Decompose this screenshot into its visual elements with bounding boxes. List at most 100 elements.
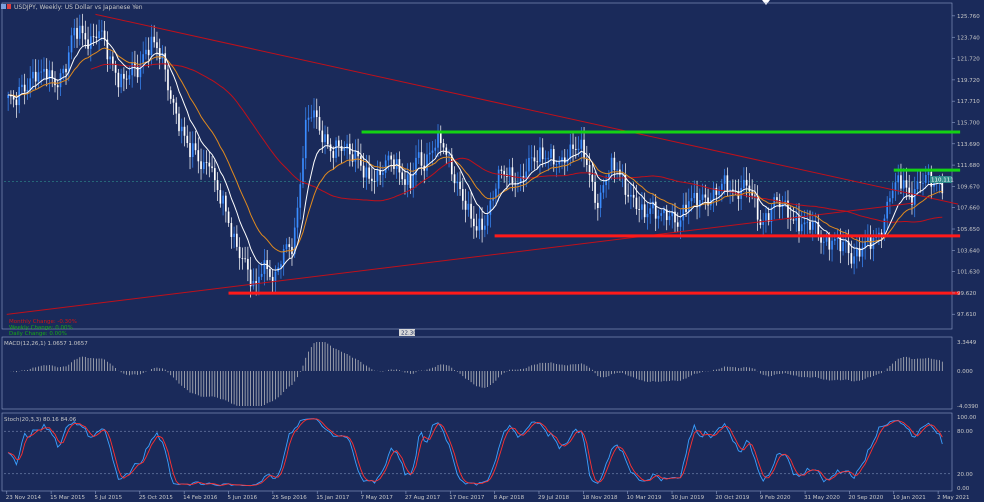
- candle-body: [98, 31, 100, 38]
- candle-body: [194, 143, 197, 151]
- candle-body: [610, 157, 613, 174]
- candle-body: [665, 209, 668, 221]
- candle-body: [475, 226, 478, 231]
- candle-body: [426, 154, 428, 171]
- time-tick-label: 20 Oct 2019: [715, 495, 750, 501]
- candle-body: [274, 271, 277, 282]
- candle-body: [156, 42, 158, 49]
- candle-body: [547, 157, 550, 159]
- stoch-d-line: [7, 418, 943, 487]
- candle-body: [260, 273, 263, 277]
- time-tick-label: 25 Oct 2015: [139, 495, 174, 501]
- candle-body: [740, 187, 742, 199]
- candle-body: [671, 211, 674, 217]
- candle-body: [602, 185, 605, 193]
- candle-body: [56, 85, 59, 88]
- candle-body: [354, 151, 357, 162]
- candle-body: [169, 90, 172, 99]
- candle-body: [558, 161, 561, 165]
- candle-body: [850, 253, 853, 264]
- candle-body: [693, 192, 696, 199]
- price-tick-label: 123.740: [957, 35, 980, 41]
- candle-body: [541, 147, 544, 160]
- candle-body: [395, 159, 398, 169]
- candle-body: [101, 30, 103, 32]
- candle-body: [583, 139, 585, 159]
- candle-body: [905, 180, 908, 188]
- candle-body: [153, 36, 156, 43]
- candle-body: [409, 174, 412, 188]
- candle-body: [59, 73, 62, 88]
- candle-body: [219, 190, 222, 204]
- candle-body: [189, 143, 191, 158]
- candle-body: [200, 161, 202, 170]
- candle-body: [227, 211, 230, 224]
- shift-marker-icon[interactable]: [762, 0, 770, 5]
- ema-slow-line: [8, 47, 943, 253]
- candle-body: [770, 207, 773, 222]
- candle-body: [632, 194, 635, 198]
- candle-body: [580, 139, 583, 149]
- candle-body: [296, 207, 299, 228]
- candle-body: [360, 156, 362, 166]
- candle-body: [787, 200, 789, 218]
- candle-body: [236, 233, 238, 247]
- time-tick-label: 2 May 2021: [937, 495, 969, 501]
- candle-body: [883, 218, 886, 236]
- stoch-tick-label: 20.00: [957, 472, 973, 478]
- stochastic-label: Stoch(20,3,3) 80.16 84.06: [4, 417, 77, 423]
- candle-body: [911, 193, 913, 205]
- macd-tick-label: -4.0390: [957, 404, 979, 410]
- candle-body: [754, 195, 756, 197]
- price-tick-label: 119.720: [957, 78, 980, 84]
- candle-body: [346, 143, 348, 149]
- candle-body: [743, 179, 745, 188]
- candle-body: [900, 175, 902, 189]
- candle-body: [817, 222, 820, 237]
- candle-body: [845, 241, 847, 243]
- candle-body: [704, 194, 707, 198]
- scroll-tag[interactable]: 22.30: [399, 329, 417, 337]
- candle-body: [767, 213, 770, 222]
- candle-body: [825, 236, 828, 242]
- candle-body: [249, 269, 252, 287]
- candle-body: [89, 36, 92, 49]
- candle-body: [594, 181, 596, 203]
- candle-body: [941, 179, 944, 194]
- candle-body: [230, 223, 233, 237]
- candle-body: [894, 182, 897, 191]
- candle-body: [175, 102, 178, 114]
- candle-body: [913, 189, 916, 205]
- candle-body: [814, 222, 817, 223]
- candle-body: [861, 247, 864, 257]
- time-tick-label: 23 Nov 2014: [6, 495, 42, 501]
- price-layer: [4, 13, 961, 315]
- candle-body: [773, 197, 776, 208]
- candle-body: [307, 117, 310, 120]
- trend-line: [95, 13, 959, 205]
- candle-body: [420, 152, 423, 166]
- candle-body: [73, 27, 76, 36]
- time-tick-label: 5 Jun 2016: [228, 495, 258, 501]
- time-tick-label: 5 Jul 2015: [94, 495, 122, 501]
- candle-body: [37, 72, 40, 82]
- candle-body: [627, 194, 629, 197]
- candle-body: [238, 246, 241, 259]
- candle-body: [847, 241, 850, 254]
- candle-body: [191, 143, 194, 158]
- candle-body: [732, 189, 734, 191]
- candle-body: [285, 244, 288, 250]
- candle-body: [467, 203, 470, 210]
- candle-body: [657, 215, 660, 219]
- candle-body: [756, 195, 759, 220]
- candle-body: [434, 147, 437, 151]
- candle-body: [387, 155, 390, 161]
- candle-body: [302, 158, 304, 185]
- price-tick-label: 103.640: [957, 248, 980, 254]
- time-tick-label: 15 Jan 2017: [316, 495, 349, 501]
- candle-body: [431, 150, 434, 153]
- candle-body: [324, 134, 326, 143]
- time-tick-label: 27 Aug 2017: [405, 495, 441, 501]
- candle-body: [508, 167, 511, 177]
- candle-body: [288, 244, 291, 247]
